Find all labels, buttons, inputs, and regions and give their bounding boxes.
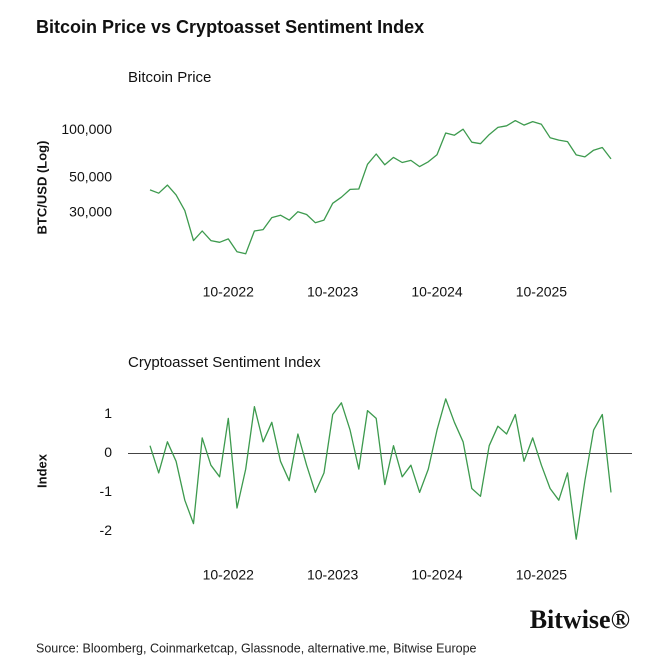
y-tick-label: 1 [104, 405, 112, 421]
y-tick-label: 100,000 [61, 121, 112, 137]
x-tick-label: 10-2023 [307, 284, 359, 300]
x-tick-label: 10-2022 [203, 284, 255, 300]
x-tick-label: 10-2023 [307, 567, 359, 583]
y-axis-label: Index [34, 453, 49, 488]
x-tick-label: 10-2025 [516, 284, 568, 300]
y-tick-label: -1 [100, 483, 113, 499]
x-tick-label: 10-2024 [411, 567, 463, 583]
x-tick-label: 10-2025 [516, 567, 568, 583]
source: Source: Bloomberg, Coinmarketcap, Glassn… [36, 641, 477, 655]
chart-title: Bitcoin Price [128, 69, 211, 86]
y-axis-label: BTC/USD (Log) [34, 141, 49, 235]
logo: Bitwise® [530, 605, 630, 634]
y-tick-label: -2 [100, 522, 113, 538]
price-line [149, 119, 612, 255]
price-line [149, 398, 612, 540]
x-tick-label: 10-2022 [203, 567, 255, 583]
page-title: Bitcoin Price vs Cryptoasset Sentiment I… [36, 17, 424, 37]
y-tick-label: 0 [104, 444, 112, 460]
y-tick-label: 30,000 [69, 204, 112, 220]
x-tick-label: 10-2024 [411, 284, 463, 300]
y-tick-label: 50,000 [69, 169, 112, 185]
chart-title: Cryptoasset Sentiment Index [128, 354, 321, 371]
